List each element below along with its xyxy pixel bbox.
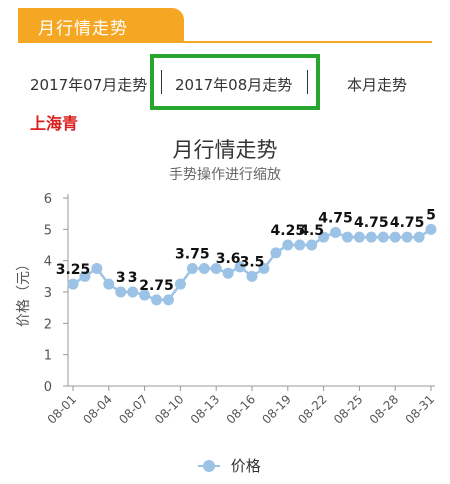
tab-2017-08[interactable]: 2017年08月走势 (175, 76, 293, 94)
data-point (186, 263, 198, 274)
header-underline (18, 41, 432, 43)
data-point (79, 270, 91, 282)
header-tab (18, 8, 184, 42)
data-point (162, 294, 174, 306)
x-tick-label: 08-04 (80, 392, 115, 427)
x-tick-label: 08-25 (331, 392, 366, 427)
y-tick-label: 5 (44, 223, 52, 238)
y-tick-label: 4 (44, 255, 52, 270)
data-point (318, 231, 330, 243)
data-label: 3.6 (216, 251, 241, 267)
data-label: 3 (116, 270, 126, 286)
tab-this-month[interactable]: 本月走势 (347, 76, 408, 94)
data-point (341, 231, 353, 243)
x-tick-label: 08-28 (367, 392, 402, 427)
x-tick-label: 08-07 (116, 392, 151, 427)
x-tick-label: 08-16 (224, 392, 259, 427)
data-point (103, 278, 115, 290)
data-point (127, 286, 139, 298)
data-point (139, 289, 151, 301)
data-point (258, 263, 270, 274)
product-name: 上海青 (30, 114, 79, 133)
x-tick-label: 08-13 (188, 392, 223, 427)
y-tick-label: 1 (44, 349, 52, 364)
data-point (377, 231, 389, 243)
tab-separator (307, 70, 308, 94)
data-point (413, 231, 425, 243)
chart-legend[interactable]: 价格 (198, 455, 261, 476)
data-point (210, 263, 222, 274)
x-tick-label: 08-31 (403, 392, 438, 427)
data-point (270, 247, 282, 259)
y-axis-label: 价格（元） (16, 257, 32, 327)
header-bar: 月行情走势 (0, 0, 450, 44)
data-point (246, 270, 258, 282)
x-tick-label: 08-22 (295, 392, 330, 427)
data-point (222, 267, 234, 279)
data-point (282, 239, 294, 251)
data-label: 4.75 (390, 215, 425, 231)
y-tick-label: 0 (44, 380, 52, 395)
data-label: 3 (128, 270, 138, 286)
data-label: 4.75 (354, 215, 389, 231)
month-tabs: 2017年07月走势 2017年08月走势 本月走势 (0, 56, 450, 112)
data-label: 4.5 (299, 223, 324, 239)
data-point (151, 294, 163, 306)
x-tick-label: 08-10 (152, 392, 187, 427)
chart-title: 月行情走势 (172, 138, 278, 162)
y-tick-label: 6 (44, 192, 52, 207)
data-point (365, 231, 377, 243)
y-tick-label: 2 (44, 317, 52, 332)
chart-subtitle: 手势操作进行缩放 (169, 167, 281, 183)
data-point (115, 286, 127, 298)
data-point (425, 223, 437, 235)
data-point (401, 231, 413, 243)
data-point (174, 278, 186, 290)
selected-tab-highlight (150, 54, 320, 110)
x-tick-label: 08-19 (259, 392, 294, 427)
header-title: 月行情走势 (38, 19, 128, 39)
data-point (91, 263, 103, 274)
data-point (234, 261, 246, 273)
data-point (306, 239, 318, 251)
data-label: 2.75 (139, 278, 174, 294)
tab-2017-07[interactable]: 2017年07月走势 (30, 76, 148, 94)
x-tick-label: 08-01 (45, 392, 80, 427)
data-point (330, 226, 342, 238)
legend-label: 价格 (230, 457, 261, 475)
data-point (198, 263, 210, 274)
data-label: 3.5 (240, 254, 265, 270)
data-label: 4.25 (271, 223, 306, 239)
data-point (67, 278, 79, 290)
data-label: 4.75 (318, 210, 353, 226)
data-label: 3.25 (56, 262, 91, 278)
data-label: 5 (426, 207, 436, 223)
data-point (353, 231, 365, 243)
data-point (294, 239, 306, 251)
legend-marker-icon (198, 459, 220, 472)
data-label: 3.75 (175, 247, 210, 263)
y-tick-label: 3 (44, 286, 52, 301)
data-point (389, 231, 401, 243)
tab-separator (161, 70, 162, 94)
